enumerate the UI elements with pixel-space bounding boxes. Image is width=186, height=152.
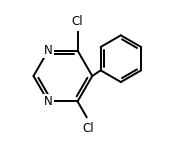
Text: N: N [44,95,53,108]
Text: Cl: Cl [72,15,83,28]
Text: Cl: Cl [82,122,94,135]
Text: N: N [44,44,53,57]
